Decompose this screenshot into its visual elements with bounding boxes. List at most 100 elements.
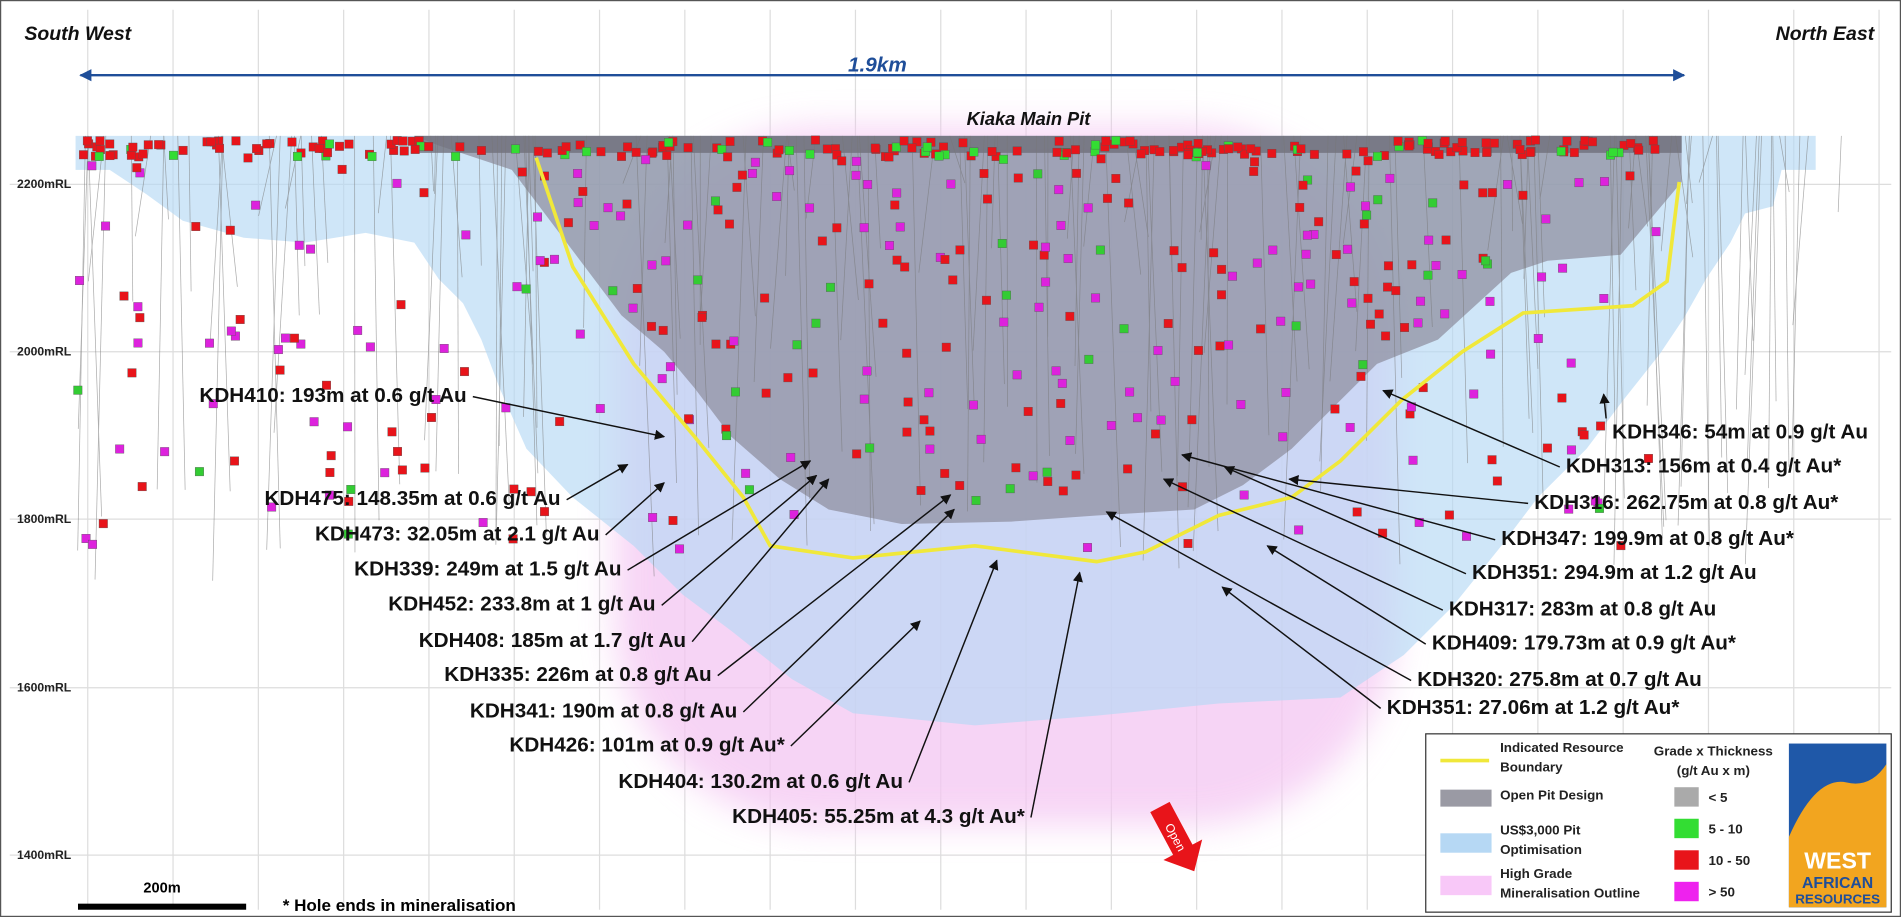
- sample: [1294, 526, 1303, 534]
- sample: [684, 415, 693, 423]
- sample: [1596, 422, 1605, 430]
- sample: [999, 155, 1008, 163]
- legend-label: Mineralisation Outline: [1500, 886, 1640, 901]
- sample: [893, 256, 902, 264]
- sample: [1268, 149, 1277, 157]
- sample: [786, 453, 795, 461]
- sample: [1063, 149, 1072, 157]
- sample: [288, 138, 297, 146]
- sample: [533, 213, 542, 221]
- header-left: South West: [24, 23, 132, 45]
- span-label: 1.9km: [848, 54, 907, 77]
- sample: [1107, 421, 1116, 429]
- sample: [1194, 346, 1203, 354]
- sample: [451, 152, 460, 160]
- sample: [83, 137, 92, 145]
- sample: [399, 137, 408, 145]
- grade-label: < 5: [1708, 790, 1728, 805]
- sample: [972, 496, 981, 504]
- sample: [970, 148, 979, 156]
- sample: [1102, 137, 1111, 145]
- hole-label: KDH320: 275.8m at 0.7 g/t Au: [1417, 668, 1702, 691]
- sample: [1567, 446, 1576, 454]
- pit-label: Kiaka Main Pit: [967, 108, 1092, 129]
- sample: [1537, 273, 1546, 281]
- sample: [1112, 136, 1121, 144]
- sample: [325, 140, 334, 148]
- sample: [335, 142, 344, 150]
- sample: [863, 367, 872, 375]
- sample: [896, 223, 905, 231]
- sample: [1216, 342, 1225, 350]
- sample: [543, 149, 552, 157]
- sample: [79, 151, 88, 159]
- sample: [353, 326, 362, 334]
- sample: [892, 189, 901, 197]
- sample: [460, 367, 469, 375]
- sample: [393, 447, 402, 455]
- sample: [1056, 399, 1065, 407]
- sample: [647, 322, 656, 330]
- sample: [1424, 236, 1433, 244]
- sample: [244, 154, 253, 162]
- sample: [1052, 367, 1061, 375]
- sample: [252, 144, 261, 152]
- sample: [95, 152, 104, 160]
- sample: [1519, 191, 1528, 199]
- sample: [1034, 170, 1043, 178]
- sample: [1041, 278, 1050, 286]
- sample: [609, 286, 618, 294]
- sample: [714, 206, 723, 214]
- sample: [1072, 471, 1081, 479]
- sample: [617, 152, 626, 160]
- sample: [1409, 456, 1418, 464]
- sample: [327, 451, 336, 459]
- sample: [323, 148, 332, 156]
- sample: [1058, 379, 1067, 387]
- sample: [513, 282, 522, 290]
- sample: [215, 144, 224, 152]
- sample: [1364, 294, 1373, 302]
- sample: [1332, 250, 1341, 258]
- sample: [1169, 146, 1178, 154]
- sample: [274, 345, 283, 353]
- sample: [1013, 371, 1022, 379]
- sample: [1302, 250, 1311, 258]
- sample: [456, 143, 465, 151]
- header-right: North East: [1776, 23, 1876, 45]
- sample: [1157, 416, 1166, 424]
- hole-label: KDH335: 226m at 0.8 g/t Au: [444, 663, 711, 686]
- grade-swatch: [1674, 787, 1698, 806]
- elevation-label: 1400mRL: [17, 848, 72, 862]
- sample: [1331, 405, 1340, 413]
- sample: [1299, 181, 1308, 189]
- sample: [1460, 181, 1469, 189]
- grade-swatch: [1674, 819, 1698, 838]
- sample: [227, 327, 236, 335]
- sample: [1217, 291, 1226, 299]
- sample: [338, 165, 347, 173]
- sample: [462, 231, 471, 239]
- sample: [1442, 236, 1451, 244]
- hole-label: KDH351: 294.9m at 1.2 g/t Au: [1472, 561, 1757, 584]
- sample: [1000, 318, 1009, 326]
- sample: [1364, 157, 1373, 165]
- sample: [195, 467, 204, 475]
- sample: [1314, 217, 1323, 225]
- sample: [343, 423, 352, 431]
- sample: [669, 516, 678, 524]
- legend-label: High Grade: [1500, 866, 1572, 881]
- sample: [380, 468, 389, 476]
- sample: [1006, 484, 1015, 492]
- sample: [1563, 137, 1572, 145]
- sample: [226, 226, 235, 234]
- sample: [128, 369, 137, 377]
- sample: [154, 140, 163, 148]
- sample: [1294, 283, 1303, 291]
- sample: [1526, 148, 1535, 156]
- sample: [1202, 161, 1211, 169]
- sample: [762, 389, 771, 397]
- sample: [1059, 487, 1068, 495]
- sample: [998, 239, 1007, 247]
- sample: [262, 140, 271, 148]
